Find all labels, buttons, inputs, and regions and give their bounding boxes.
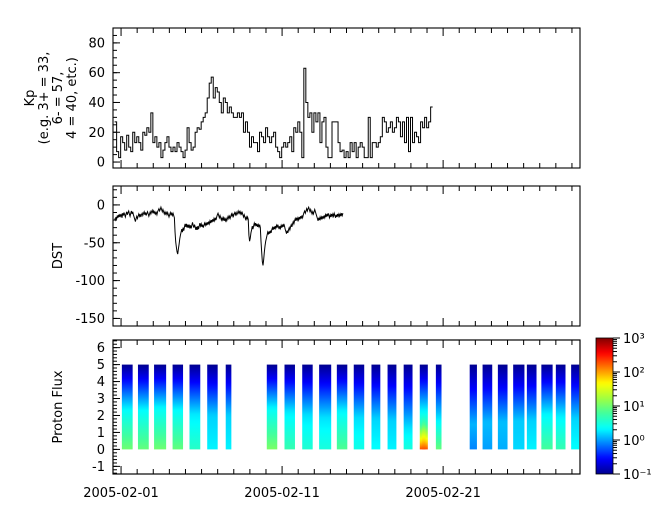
flux-column xyxy=(266,364,278,450)
ytick-label: 0 xyxy=(97,198,105,213)
flux-column xyxy=(371,364,381,450)
ylabel-proton-flux: Proton Flux xyxy=(51,370,66,443)
ytick-label: -150 xyxy=(75,312,105,327)
flux-column xyxy=(513,364,525,450)
flux-column xyxy=(172,364,184,450)
ytick-label: 80 xyxy=(88,36,105,51)
flux-column xyxy=(541,364,553,450)
colorbar-gradient xyxy=(596,338,613,474)
flux-column xyxy=(435,364,442,450)
ytick-label: 4 xyxy=(97,375,105,390)
ytick-label: 6 xyxy=(97,341,105,356)
flux-column xyxy=(189,364,201,450)
flux-column xyxy=(526,364,537,450)
plot-frame-overlay xyxy=(112,339,581,475)
xtick-label: 2005-02-01 xyxy=(83,486,159,501)
ytick-label: -50 xyxy=(84,236,105,251)
ylabel-kp-line: (e.g. 3+ = 33, xyxy=(37,52,52,145)
flux-column xyxy=(387,364,397,450)
ytick-label: 1 xyxy=(97,426,105,441)
colorbar-tick-label: 10³ xyxy=(623,332,645,347)
flux-column xyxy=(225,364,232,450)
colorbar: 10³ 10² 10¹ 10⁰ 10⁻¹ xyxy=(595,332,652,483)
panel-dst: 0 -50 -100 -150 DST xyxy=(51,185,581,327)
ytick-label: 20 xyxy=(88,126,105,141)
flux-column xyxy=(137,364,149,450)
ylabel-kp-line: 6- = 57, xyxy=(51,72,66,125)
flux-column xyxy=(353,364,365,450)
ylabel-kp-line: Kp xyxy=(23,90,38,107)
flux-column xyxy=(319,364,332,450)
ytick-label: -1 xyxy=(92,460,105,475)
ylabel-dst: DST xyxy=(51,243,66,269)
colorbar-tick-label: 10⁻¹ xyxy=(623,468,652,483)
flux-column xyxy=(336,364,348,450)
flux-column xyxy=(121,364,133,450)
flux-column xyxy=(154,364,167,450)
flux-column-core xyxy=(422,408,426,450)
flux-column xyxy=(284,364,295,450)
ytick-label: 0 xyxy=(97,443,105,458)
colorbar-tick-label: 10¹ xyxy=(623,400,645,415)
flux-column xyxy=(555,364,566,450)
xaxis-tick-labels: 2005-02-01 2005-02-11 2005-02-21 xyxy=(83,486,481,501)
ytick-label: -100 xyxy=(75,274,105,289)
kp-trace xyxy=(114,67,433,159)
ytick-label: 0 xyxy=(97,156,105,171)
ytick-label: 40 xyxy=(88,96,105,111)
ytick-label: 60 xyxy=(88,66,105,81)
ytick-label: 5 xyxy=(97,358,105,373)
xtick-label: 2005-02-11 xyxy=(244,486,320,501)
flux-column xyxy=(469,364,477,450)
ytick-label: 3 xyxy=(97,392,105,407)
flux-column xyxy=(403,364,413,450)
flux-column xyxy=(497,364,508,450)
colorbar-tick-label: 10⁰ xyxy=(623,434,645,449)
dst-trace xyxy=(114,205,344,266)
flux-column xyxy=(302,364,313,450)
flux-column xyxy=(419,364,428,450)
colorbar-tick-label: 10² xyxy=(623,366,645,381)
ylabel-kp-line: 4 = 40, etc.) xyxy=(65,57,80,139)
flux-column xyxy=(482,364,493,450)
ytick-label: 2 xyxy=(97,409,105,424)
xtick-label: 2005-02-21 xyxy=(405,486,481,501)
flux-column xyxy=(571,364,580,450)
flux-column xyxy=(207,364,218,450)
panel-proton-flux: -1 0 1 2 3 4 5 6 Proton Flux xyxy=(51,339,581,475)
panel-kp: 0 20 40 60 80 Kp (e.g. 3+ = 33, 6- = 57, 4 = 40,… xyxy=(23,27,581,171)
